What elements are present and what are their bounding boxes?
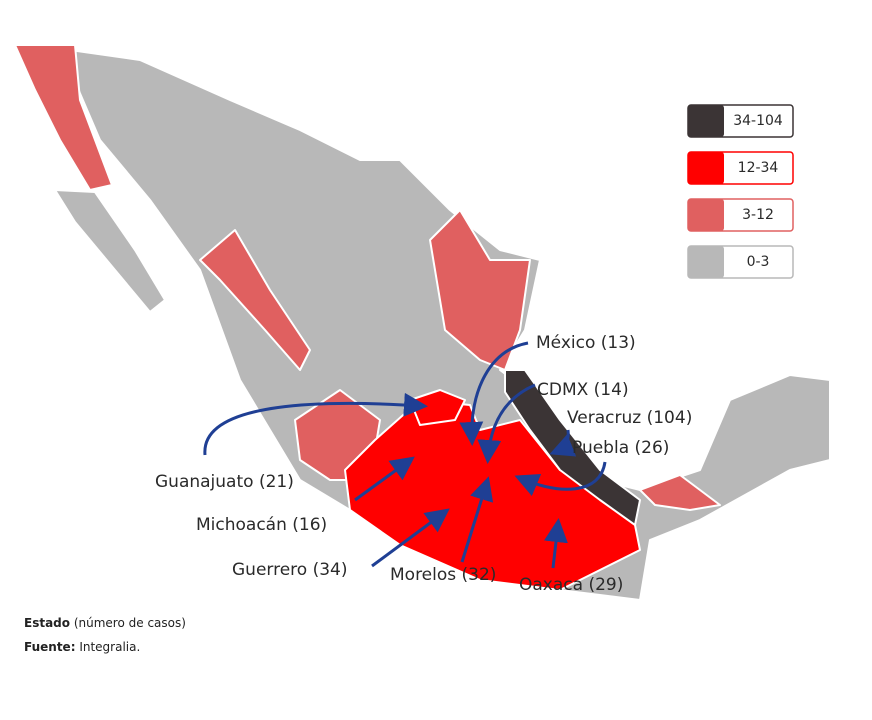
state-label: Michoacán (16) [196,515,327,535]
state-label: Morelos (32) [390,565,496,585]
tabasco [639,474,721,511]
arrow [544,518,568,569]
legend-swatch [688,246,724,278]
legend: 34-104 12-34 3-12 0-3 [687,104,794,279]
legend-label: 0-3 [747,254,770,270]
footnote-text: (número de casos) [74,616,186,630]
arrow [459,341,529,446]
footnote-bold: Estado [24,616,70,630]
legend-label: 34-104 [733,113,783,129]
state-label: CDMX (14) [537,380,629,400]
arrow [549,429,577,457]
legend-label: 12-34 [738,160,779,176]
arrow [514,461,607,497]
tamaulipas [429,209,531,371]
footnote-text: Integralia. [79,640,140,654]
arrow [371,508,450,568]
arrow [477,383,536,464]
state-label: Guerrero (34) [232,560,348,580]
legend-swatch [688,152,724,184]
state-label: Oaxaca (29) [519,575,623,595]
state-label: Guanajuato (21) [155,472,294,492]
arrow [354,456,415,502]
arrow [203,392,428,456]
legend-swatch [688,199,724,231]
baja-california [14,44,113,191]
footnote: Fuente: Integralia. [24,640,140,654]
baja-california-sur [54,189,166,313]
arrows [203,341,607,569]
arrow [460,476,494,563]
footnote: Estado (número de casos) [24,616,186,630]
legend-label: 3-12 [742,207,774,223]
sinaloa [199,229,311,371]
legend-swatch [688,105,724,137]
state-label: México (13) [536,333,636,353]
footnote-bold: Fuente: [24,640,76,654]
state-label: Veracruz (104) [567,408,692,428]
state-label: Puebla (26) [572,438,669,458]
